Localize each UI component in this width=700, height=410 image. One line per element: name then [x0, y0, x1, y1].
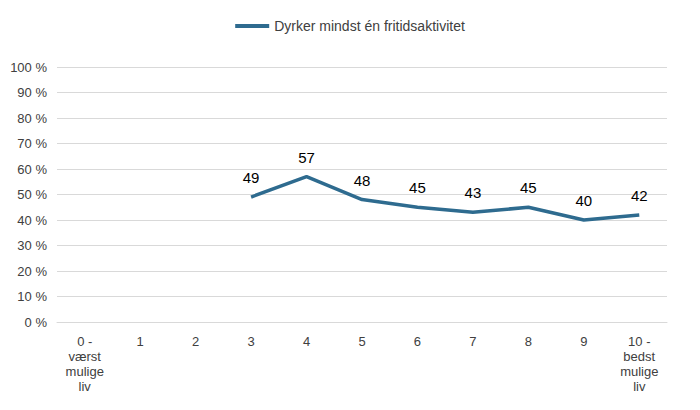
- svg-text:5: 5: [358, 334, 365, 349]
- svg-text:45: 45: [409, 179, 426, 196]
- svg-text:mulige: mulige: [66, 364, 104, 379]
- svg-text:2: 2: [192, 334, 199, 349]
- svg-text:0 -: 0 -: [77, 334, 92, 349]
- svg-text:10 -: 10 -: [628, 334, 650, 349]
- svg-text:45: 45: [520, 179, 537, 196]
- svg-text:40: 40: [575, 192, 592, 209]
- svg-text:3: 3: [247, 334, 254, 349]
- svg-text:20 %: 20 %: [17, 264, 47, 279]
- svg-text:60 %: 60 %: [17, 162, 47, 177]
- svg-text:1: 1: [137, 334, 144, 349]
- svg-text:0 %: 0 %: [25, 315, 48, 330]
- svg-text:værst: værst: [68, 349, 101, 364]
- svg-text:8: 8: [525, 334, 532, 349]
- svg-text:4: 4: [303, 334, 310, 349]
- svg-text:100 %: 100 %: [10, 60, 47, 75]
- svg-text:42: 42: [631, 187, 648, 204]
- svg-text:Dyrker mindst én fritidsaktivi: Dyrker mindst én fritidsaktivitet: [274, 18, 465, 34]
- svg-text:49: 49: [243, 169, 260, 186]
- svg-text:80 %: 80 %: [17, 111, 47, 126]
- svg-text:50 %: 50 %: [17, 187, 47, 202]
- svg-text:40 %: 40 %: [17, 213, 47, 228]
- svg-text:6: 6: [414, 334, 421, 349]
- svg-text:10 %: 10 %: [17, 289, 47, 304]
- svg-text:7: 7: [469, 334, 476, 349]
- svg-text:9: 9: [580, 334, 587, 349]
- svg-text:70 %: 70 %: [17, 136, 47, 151]
- svg-text:bedst: bedst: [623, 349, 655, 364]
- svg-text:liv: liv: [79, 379, 92, 394]
- svg-text:90 %: 90 %: [17, 85, 47, 100]
- svg-text:30 %: 30 %: [17, 238, 47, 253]
- svg-text:43: 43: [465, 184, 482, 201]
- svg-text:mulige: mulige: [620, 364, 658, 379]
- svg-text:57: 57: [298, 149, 315, 166]
- svg-text:48: 48: [354, 172, 371, 189]
- svg-text:liv: liv: [633, 379, 646, 394]
